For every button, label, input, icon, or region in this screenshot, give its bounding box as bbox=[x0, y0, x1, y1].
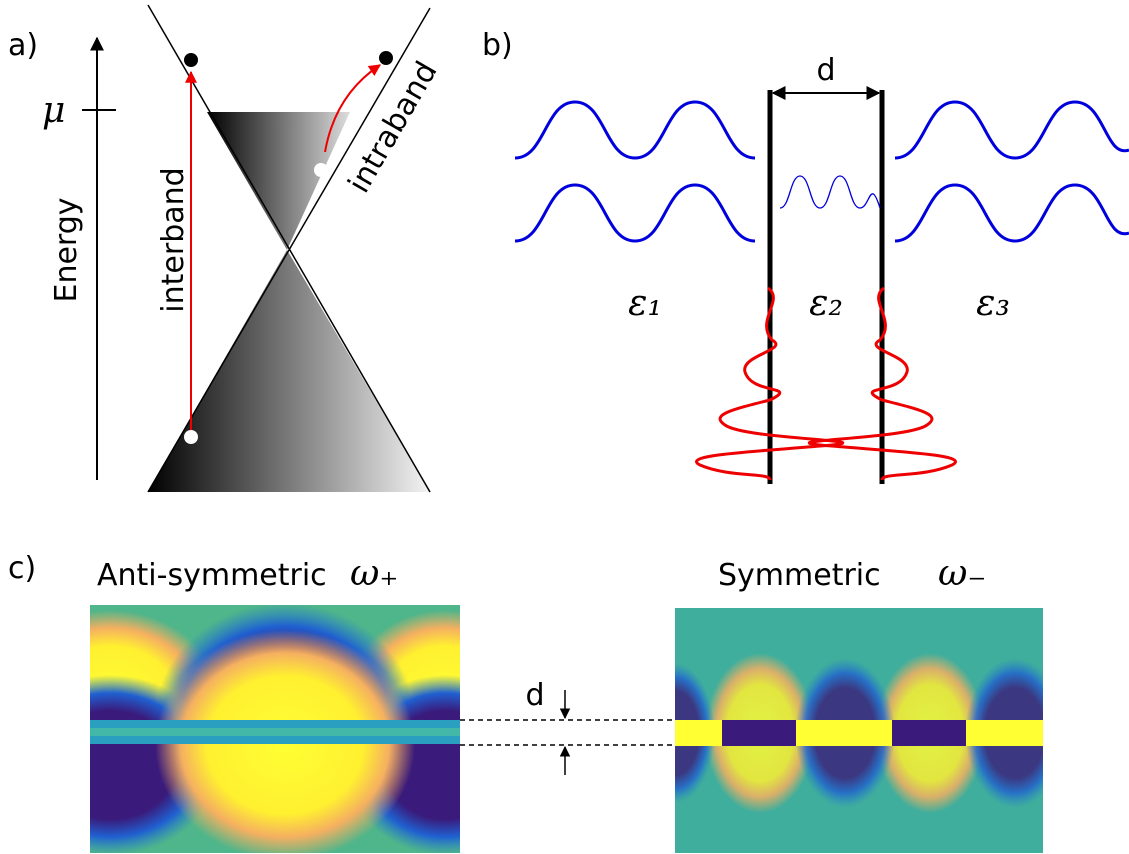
figure: a) μ Energy interband intraband b) d ε₁ … bbox=[0, 0, 1129, 854]
axis-label: Energy bbox=[49, 197, 84, 302]
panel-label: b) bbox=[482, 28, 513, 63]
interband-label: interband bbox=[156, 167, 191, 312]
panel-label: a) bbox=[8, 28, 38, 63]
mode-name: Symmetric bbox=[718, 558, 881, 593]
mu-label: μ bbox=[42, 90, 65, 131]
mode-name: Anti-symmetric bbox=[97, 558, 327, 593]
gap-guides bbox=[460, 720, 675, 745]
mode-frequency: ω₊ bbox=[350, 553, 398, 594]
hole bbox=[184, 430, 198, 444]
permittivity: ε₁ bbox=[628, 283, 662, 324]
electron bbox=[184, 53, 198, 67]
permittivity: ε₃ bbox=[976, 283, 1010, 324]
symmetric-field bbox=[635, 608, 1065, 853]
gap-label: d bbox=[816, 53, 835, 88]
gap-label: d bbox=[525, 678, 544, 713]
hole bbox=[314, 163, 328, 177]
permittivity: ε₂ bbox=[809, 283, 843, 324]
electron bbox=[379, 51, 393, 65]
waves bbox=[515, 102, 1129, 241]
panel-label: c) bbox=[8, 551, 36, 586]
mode-frequency: ω₋ bbox=[938, 553, 986, 594]
antisymmetric-field bbox=[0, 603, 545, 854]
intraband-label: intraband bbox=[342, 56, 445, 199]
